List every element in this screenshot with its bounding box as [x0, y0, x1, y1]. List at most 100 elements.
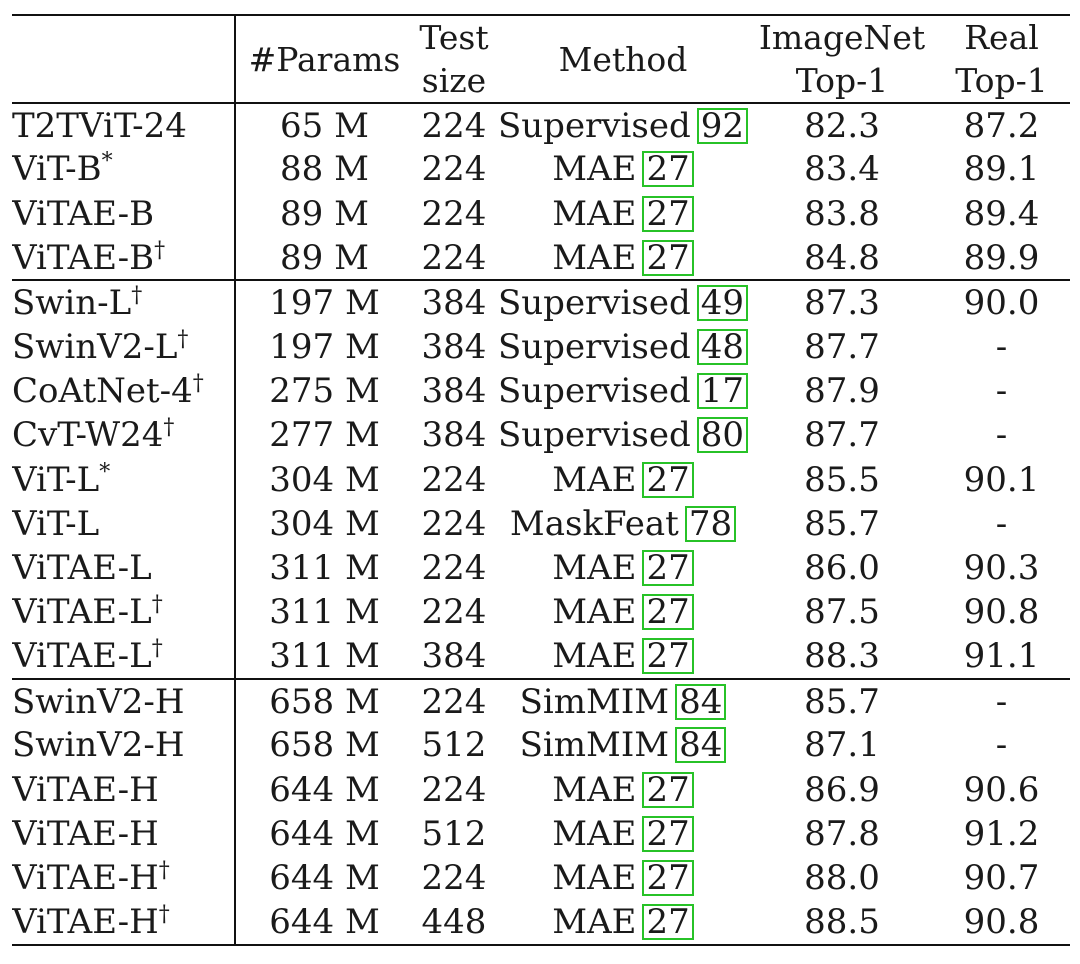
model-cell: ViTAE-H: [12, 811, 236, 857]
citation-link[interactable]: 27: [642, 550, 694, 587]
citation-link[interactable]: 27: [642, 815, 694, 852]
test-size-cell: 224: [413, 101, 495, 148]
citation-link[interactable]: 27: [642, 638, 694, 675]
citation-link[interactable]: 80: [696, 417, 748, 454]
model-name: ViTAE-L: [12, 592, 152, 633]
model-cell: ViTAE-H: [12, 767, 236, 812]
header-real: Real Top-1: [933, 14, 1070, 104]
params-cell: 275 M: [269, 370, 380, 411]
method-name: MAE: [552, 636, 637, 677]
imagenet-top1-cell: 87.7: [804, 326, 880, 367]
citation-link[interactable]: 27: [642, 461, 694, 498]
model-name: ViTAE-H: [12, 901, 159, 942]
model-cell: T2TViT-24: [12, 101, 236, 148]
method-name: Supervised: [497, 326, 691, 367]
model-mark: †: [192, 370, 204, 396]
imagenet-top1-cell: 86.9: [804, 769, 880, 810]
method-cell: SimMIM 84: [495, 723, 751, 767]
citation-link[interactable]: 27: [642, 151, 694, 188]
test-size-cell: 224: [421, 769, 487, 810]
table-row: ViTAE-L† 311 M 224 MAE 27 87.5 90.8: [12, 590, 1070, 635]
citation-link[interactable]: 27: [642, 195, 694, 232]
model-name: ViTAE-B: [12, 193, 155, 234]
header-params: #Params: [235, 14, 413, 104]
real-top1-cell: 90.8: [933, 900, 1070, 946]
citation-link[interactable]: 92: [696, 107, 748, 144]
model-cell: ViT-L: [12, 501, 236, 546]
citation-link[interactable]: 78: [684, 505, 737, 542]
real-top1-cell: 90.8: [963, 592, 1040, 633]
citation-link[interactable]: 27: [642, 239, 694, 276]
method-cell: MaskFeat 78: [495, 502, 751, 546]
test-size-cell: 384: [413, 279, 495, 325]
header-row: #Params Test size Method ImageNet Top-1 …: [12, 14, 1070, 104]
model-mark: †: [131, 282, 143, 308]
model-cell: ViTAE-B†: [12, 235, 236, 281]
test-size-cell: 224: [421, 459, 487, 500]
real-top1-cell: 89.1: [963, 149, 1040, 190]
citation-link[interactable]: 84: [675, 683, 727, 720]
citation-link[interactable]: 27: [642, 903, 694, 940]
model-cell: ViT-B*: [12, 147, 236, 192]
test-size-cell: 224: [421, 548, 487, 589]
table-row: ViTAE-H† 644 M 224 MAE 27 88.0 90.7: [12, 856, 1070, 901]
method-cell: Supervised 80: [495, 413, 751, 457]
method-cell: MAE 27: [495, 192, 751, 236]
test-size-cell: 512: [421, 813, 487, 854]
method-name: SimMIM: [519, 681, 670, 722]
method-cell: MAE 27: [495, 457, 751, 501]
model-name: CoAtNet-4: [12, 370, 193, 411]
model-name: ViTAE-H: [12, 813, 159, 854]
model-mark: *: [99, 459, 111, 485]
method-cell: MAE 27: [495, 590, 751, 634]
method-name: MAE: [552, 858, 637, 899]
method-name: MAE: [552, 237, 637, 278]
model-name: ViTAE-B: [12, 237, 155, 278]
table-row: ViT-L* 304 M 224 MAE 27 85.5 90.1: [12, 457, 1070, 502]
citation-link[interactable]: 17: [696, 372, 748, 409]
header-imagenet: ImageNet Top-1: [751, 14, 933, 104]
real-top1-cell: 90.1: [963, 459, 1040, 500]
method-cell: MAE 27: [495, 900, 751, 946]
real-top1-cell: -: [995, 415, 1008, 456]
table-row: SwinV2-H 658 M 512 SimMIM 84 87.1-: [12, 723, 1070, 768]
method-cell: SimMIM 84: [495, 677, 751, 724]
citation-link[interactable]: 27: [642, 860, 694, 897]
model-cell: CoAtNet-4†: [12, 368, 236, 414]
method-name: MaskFeat: [509, 503, 679, 544]
citation-link[interactable]: 48: [696, 328, 748, 365]
model-mark: †: [158, 858, 170, 884]
model-name: ViTAE-H: [12, 769, 159, 810]
citation-link[interactable]: 49: [696, 284, 748, 321]
imagenet-top1-cell: 84.8: [804, 237, 880, 278]
citation-link[interactable]: 27: [642, 771, 694, 808]
method-cell: Supervised 48: [495, 324, 751, 368]
imagenet-top1-cell: 88.3: [804, 636, 880, 677]
table-header: #Params Test size Method ImageNet Top-1 …: [12, 14, 1070, 104]
test-size-cell: 224: [421, 592, 487, 633]
real-top1-cell: 89.4: [963, 193, 1040, 234]
model-cell: SwinV2-H: [12, 723, 236, 768]
imagenet-top1-cell: 87.1: [804, 725, 880, 766]
citation-link[interactable]: 27: [642, 594, 694, 631]
citation-link[interactable]: 84: [675, 727, 727, 764]
table-row: ViTAE-L 311 M 224 MAE 27 86.0 90.3: [12, 545, 1070, 591]
table-row: ViTAE-H 644 M 224 MAE 27 86.9 90.6: [12, 767, 1070, 812]
header-real-line-2: Top-1: [955, 61, 1048, 100]
imagenet-top1-cell: 87.3: [751, 279, 933, 325]
params-cell: 89 M: [280, 237, 369, 278]
test-size-cell: 384: [421, 370, 487, 411]
params-cell: 644 M: [269, 858, 380, 899]
method-cell: Supervised 17: [495, 369, 751, 413]
method-name: MAE: [552, 459, 637, 500]
params-cell: 644 M: [235, 900, 413, 946]
imagenet-top1-cell: 87.7: [804, 415, 880, 456]
results-table: #Params Test size Method ImageNet Top-1 …: [12, 14, 1070, 946]
imagenet-top1-cell: 87.5: [804, 592, 880, 633]
method-name: Supervised: [497, 415, 691, 456]
model-name: SwinV2-L: [12, 326, 178, 367]
method-name: SimMIM: [519, 725, 670, 766]
method-name: MAE: [552, 813, 637, 854]
model-mark: †: [163, 415, 175, 441]
params-cell: 644 M: [269, 769, 380, 810]
